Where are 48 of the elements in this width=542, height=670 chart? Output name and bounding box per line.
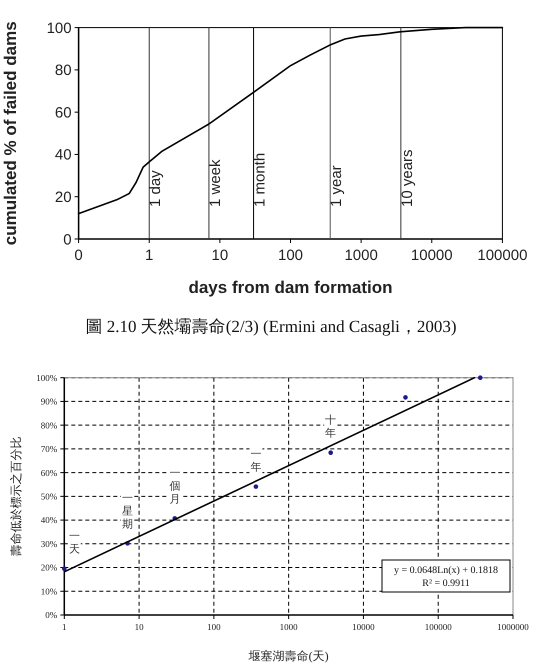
annotation: 十年 — [325, 414, 336, 440]
y-tick-label: 20% — [40, 562, 58, 573]
y-tick-label: 0 — [63, 231, 72, 248]
x-tick-label: 1000000 — [497, 622, 530, 632]
y-tick-label: 50% — [40, 492, 58, 502]
caption: 圖 2.10 天然壩壽命(2/3) (Ermini and Casagli，2003) — [85, 317, 457, 336]
x-tick-label: 100000 — [477, 247, 528, 264]
ref-line-label: 1 year — [328, 165, 346, 207]
annotation: 一星期 — [122, 492, 133, 530]
y-tick-label: 60 — [54, 104, 72, 122]
y-tick-label: 80% — [40, 420, 58, 430]
y-tick-label: 60% — [40, 468, 58, 478]
ref-line-label: 10 years — [398, 149, 416, 207]
x-tick-label: 10 — [212, 247, 228, 264]
ref-line-label: 1 day — [147, 170, 164, 207]
y-tick-label: 10% — [40, 586, 58, 596]
x-tick-label: 1000 — [280, 622, 298, 632]
y-tick-label: 40 — [54, 146, 72, 164]
y-tick-label: 0% — [45, 610, 58, 620]
y-axis-title: 壽命低於標示之百分比 — [9, 436, 23, 556]
y-tick-label: 100 — [46, 20, 72, 37]
x-axis-title: 堰塞湖壽命(天) — [248, 649, 329, 663]
y-tick-label: 70% — [40, 444, 58, 454]
x-tick-label: 1 — [145, 247, 154, 264]
annotation: 一天 — [68, 530, 80, 556]
y-tick-label: 90% — [40, 396, 58, 407]
x-tick-label: 0 — [74, 247, 83, 264]
annotation: 一年 — [250, 448, 262, 474]
x-axis-title: days from dam formation — [188, 278, 393, 297]
annotation: 一個月 — [169, 467, 180, 506]
annotation: R² = 0.9911 — [422, 578, 470, 589]
x-tick-label: 10 — [134, 622, 144, 632]
y-tick-label: 30% — [40, 538, 58, 549]
ref-line-label: 1 month — [252, 152, 269, 207]
annotation: y = 0.0648Ln(x) + 0.1818 — [394, 565, 498, 576]
x-tick-label: 100 — [207, 622, 222, 632]
y-tick-label: 100% — [36, 372, 58, 383]
y-tick-label: 80 — [54, 62, 72, 80]
x-tick-label: 1000 — [344, 247, 378, 264]
x-tick-label: 100 — [278, 247, 304, 264]
x-tick-label: 100000 — [424, 622, 452, 632]
y-tick-label: 20 — [54, 188, 72, 206]
y-axis-title: cumulated % of failed dams — [1, 21, 20, 246]
y-tick-label: 40% — [40, 515, 58, 526]
ref-line-label: 1 week — [206, 158, 224, 207]
x-tick-label: 10000 — [410, 247, 453, 264]
x-tick-label: 1 — [62, 622, 67, 632]
x-tick-label: 10000 — [352, 622, 376, 632]
